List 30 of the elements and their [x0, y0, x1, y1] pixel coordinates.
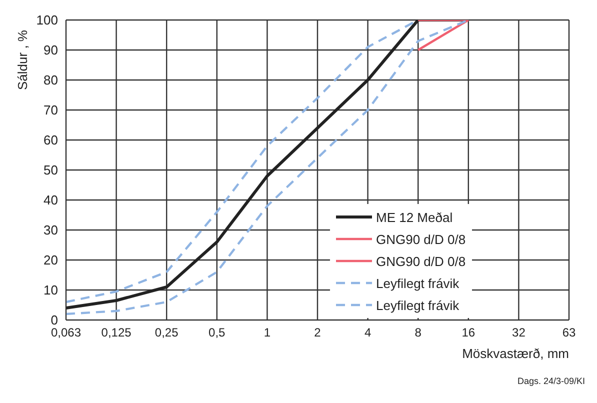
legend-label: GNG90 d/D 0/8 — [376, 254, 466, 268]
x-axis-title: Möskvastærð, mm — [462, 346, 569, 361]
legend-label: Leyfilegt frávik — [376, 276, 460, 290]
y-tick-label: 20 — [44, 252, 58, 268]
x-tick-label: 1 — [264, 326, 271, 340]
x-tick-label: 16 — [462, 326, 476, 340]
x-tick-label: 0,5 — [208, 326, 226, 340]
x-tick-label: 32 — [512, 326, 526, 340]
y-tick-label: 0 — [50, 312, 58, 328]
y-tick-label: 10 — [44, 282, 58, 298]
x-tick-label: 8 — [414, 326, 422, 340]
y-tick-label: 70 — [44, 102, 58, 118]
y-axis-title: Sáldur , % — [15, 30, 30, 90]
y-tick-label: 100 — [36, 12, 58, 28]
x-tick-label: 2 — [314, 326, 322, 340]
y-tick-label: 50 — [44, 162, 58, 178]
x-tick-label: 63 — [562, 326, 576, 340]
y-tick-label: 80 — [44, 72, 58, 88]
y-tick-label: 90 — [44, 42, 58, 58]
y-tick-label: 40 — [44, 192, 58, 208]
text: Dags. 24/3-09/KI — [517, 376, 585, 386]
x-tick-label: 0,25 — [154, 326, 179, 340]
legend-label: Leyfilegt frávik — [376, 298, 460, 312]
x-tick-label: 0,125 — [101, 326, 132, 340]
y-tick-label: 30 — [44, 222, 58, 238]
y-tick-label: 60 — [44, 132, 58, 148]
x-tick-label: 0,063 — [50, 326, 82, 340]
legend-label: ME 12 Meðal — [376, 210, 453, 224]
x-tick-label: 4 — [364, 326, 372, 340]
legend-label: GNG90 d/D 0/8 — [376, 232, 466, 246]
